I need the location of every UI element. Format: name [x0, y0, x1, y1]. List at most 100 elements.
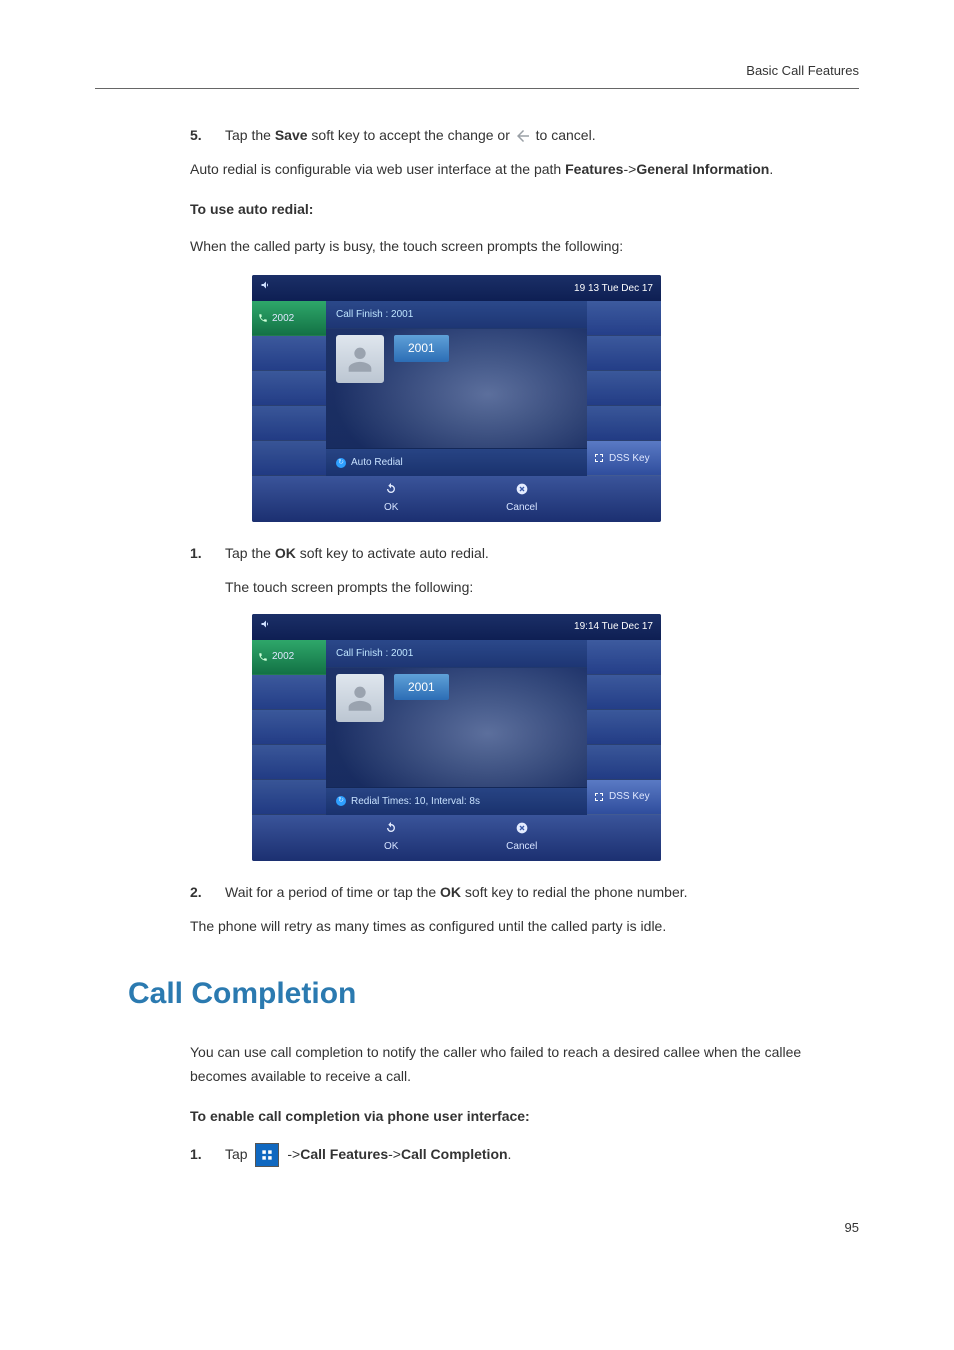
phone-right-col: DSS Key	[587, 301, 661, 476]
handset-icon	[258, 652, 268, 662]
avatar	[336, 674, 384, 722]
step-text: Tap the Save soft key to accept the chan…	[225, 124, 859, 148]
kw: Call Features	[300, 1146, 388, 1162]
t: to cancel.	[532, 127, 596, 143]
dss-key[interactable]: DSS Key	[587, 441, 661, 476]
line-label: 2002	[272, 310, 294, 327]
avatar	[336, 335, 384, 383]
cancel-softkey[interactable]: Cancel	[457, 476, 588, 522]
phone-actionbar: OK Cancel	[252, 476, 661, 522]
ok-softkey[interactable]: OK	[326, 815, 457, 861]
para-busy: When the called party is busy, the touch…	[190, 235, 859, 259]
step-number: 5.	[190, 124, 225, 148]
line-key-empty[interactable]	[252, 710, 326, 745]
phone-time: 19:14 Tue Dec 17	[574, 618, 653, 635]
line-key-empty[interactable]	[252, 371, 326, 406]
line-key-active[interactable]: 2002	[252, 640, 326, 675]
para-prompts: The touch screen prompts the following:	[225, 576, 859, 600]
ok-label: OK	[384, 838, 398, 855]
dss-label: DSS Key	[609, 450, 650, 467]
t: Tap the	[225, 545, 275, 561]
redial-arrow-icon	[383, 820, 399, 836]
t: Wait for a period of time or tap the	[225, 884, 440, 900]
t: soft key to accept the change or	[308, 127, 514, 143]
contact-number: 2001	[394, 674, 449, 700]
menu-grid-icon	[255, 1143, 279, 1167]
info-text: Redial Times: 10, Interval: 8s	[351, 793, 480, 810]
contact-number: 2001	[394, 335, 449, 361]
phone-actionbar: OK Cancel	[252, 815, 661, 861]
line-key-empty[interactable]	[252, 745, 326, 780]
contact-row: 2001	[336, 335, 577, 383]
phone-statusbar: 19:14 Tue Dec 17	[252, 614, 661, 640]
line-key-empty[interactable]	[252, 780, 326, 815]
line-key-empty[interactable]	[252, 441, 326, 476]
handset-icon	[258, 313, 268, 323]
cancel-label: Cancel	[506, 838, 537, 855]
kw: Call Completion	[401, 1146, 508, 1162]
line-key-active[interactable]: 2002	[252, 301, 326, 336]
section-call-completion: Call Completion	[128, 968, 859, 1019]
line-label: 2002	[272, 648, 294, 665]
close-circle-icon	[514, 820, 530, 836]
dss-label: DSS Key	[609, 788, 650, 805]
page-number: 95	[95, 1217, 859, 1239]
cancel-label: Cancel	[506, 499, 537, 516]
page-header: Basic Call Features	[95, 60, 859, 89]
t: soft key to activate auto redial.	[296, 545, 489, 561]
t: .	[769, 161, 773, 177]
dss-empty[interactable]	[587, 371, 661, 406]
para-retry: The phone will retry as many times as co…	[190, 915, 859, 939]
para-autoredial-path: Auto redial is configurable via web user…	[190, 158, 859, 182]
save-keyword: Save	[275, 127, 308, 143]
dss-empty[interactable]	[587, 675, 661, 710]
t: soft key to redial the phone number.	[461, 884, 687, 900]
kw: Features	[565, 161, 623, 177]
t: .	[508, 1146, 512, 1162]
ok-label: OK	[384, 499, 398, 516]
cancel-softkey[interactable]: Cancel	[457, 815, 588, 861]
t: Tap	[225, 1146, 251, 1162]
info-redial-times: ↻ Redial Times: 10, Interval: 8s	[326, 787, 587, 815]
volume-icon	[260, 279, 272, 297]
line-key-empty[interactable]	[252, 406, 326, 441]
phone-center: Call Finish : 2001 2001 ↻ Redial Times: …	[326, 640, 587, 815]
line-key-empty[interactable]	[252, 336, 326, 371]
step-1-activate: 1. Tap the OK soft key to activate auto …	[190, 542, 859, 566]
step-5: 5. Tap the Save soft key to accept the c…	[190, 124, 859, 148]
phone-screenshot-2: 19:14 Tue Dec 17 2002 Call Finish : 2001…	[252, 614, 661, 861]
step-1-cc: 1. Tap ->Call Features->Call Completion.	[190, 1143, 859, 1167]
t: ->	[623, 161, 636, 177]
info-text: Auto Redial	[351, 454, 403, 471]
dss-empty[interactable]	[587, 301, 661, 336]
subhead-enable-cc: To enable call completion via phone user…	[190, 1105, 859, 1129]
line-key-empty[interactable]	[252, 675, 326, 710]
dss-empty[interactable]	[587, 710, 661, 745]
dss-empty[interactable]	[587, 406, 661, 441]
dss-key[interactable]: DSS Key	[587, 780, 661, 815]
back-arrow-icon	[514, 127, 532, 145]
phone-right-col: DSS Key	[587, 640, 661, 815]
phone-statusbar: 19 13 Tue Dec 17	[252, 275, 661, 301]
para-cc-desc: You can use call completion to notify th…	[190, 1041, 859, 1089]
close-circle-icon	[514, 481, 530, 497]
ok-softkey[interactable]: OK	[326, 476, 457, 522]
t: ->	[283, 1146, 300, 1162]
info-autoredial: ↻ Auto Redial	[326, 448, 587, 476]
t: Tap the	[225, 127, 275, 143]
phone-left-col: 2002	[252, 301, 326, 476]
step-number: 1.	[190, 542, 225, 566]
dss-empty[interactable]	[587, 640, 661, 675]
dss-empty[interactable]	[587, 745, 661, 780]
step-number: 1.	[190, 1143, 225, 1167]
step-2: 2. Wait for a period of time or tap the …	[190, 881, 859, 905]
kw: OK	[440, 884, 461, 900]
t: ->	[388, 1146, 401, 1162]
redial-icon: ↻	[336, 458, 346, 468]
phone-center: Call Finish : 2001 2001 ↻ Auto Redial	[326, 301, 587, 476]
contact-row: 2001	[336, 674, 577, 722]
dss-empty[interactable]	[587, 336, 661, 371]
step-text: Tap ->Call Features->Call Completion.	[225, 1143, 859, 1167]
volume-icon	[260, 618, 272, 636]
redial-icon: ↻	[336, 796, 346, 806]
